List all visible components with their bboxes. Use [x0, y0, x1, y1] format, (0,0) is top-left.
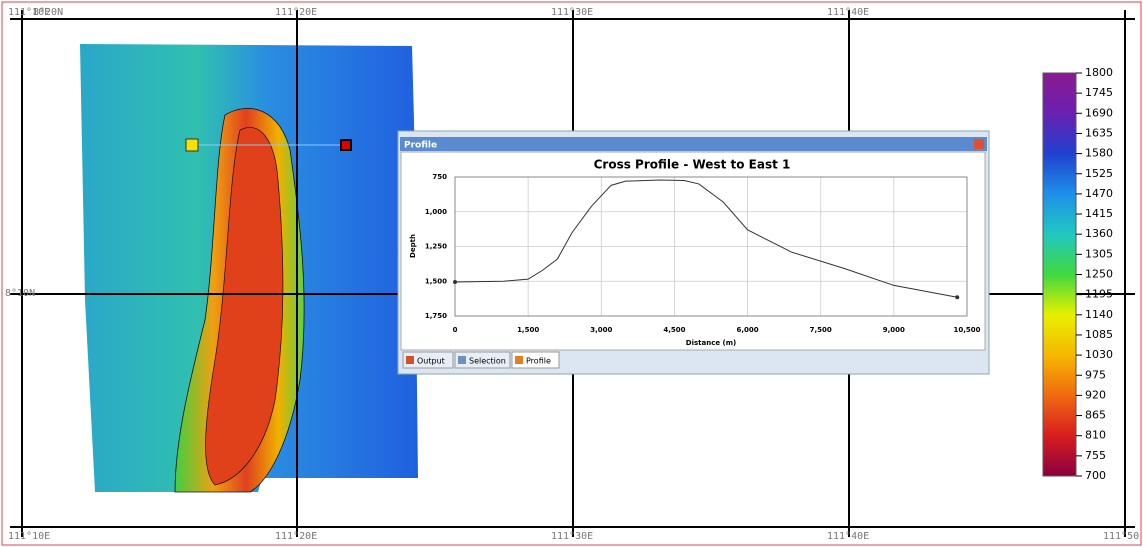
y-tick-label: 1,000: [425, 208, 447, 216]
colorbar-label: 1305: [1085, 247, 1113, 260]
x-tick-label: 3,000: [590, 326, 612, 334]
profile-start[interactable]: [185, 138, 199, 152]
x-tick-label: 10,500: [953, 326, 980, 334]
colorbar-label: 1360: [1085, 227, 1113, 240]
window-title: Profile: [404, 141, 437, 151]
colorbar-label: 810: [1085, 429, 1106, 442]
colorbar: [1042, 72, 1077, 477]
map-bottom-label: 111°50: [1103, 531, 1139, 542]
colorbar-label: 975: [1085, 368, 1106, 381]
colorbar-label: 1470: [1085, 187, 1113, 200]
colorbar-label: 755: [1085, 449, 1106, 462]
map-top-label: 111°20E: [275, 7, 317, 18]
map-top-label: 111°40E: [827, 7, 869, 18]
map-left-label: 8°10N: [5, 288, 35, 299]
endpoint: [955, 295, 960, 300]
tab-label[interactable]: Profile: [526, 357, 551, 366]
seamount-core: [205, 127, 284, 486]
tab[interactable]: [454, 351, 511, 369]
map-top-label: 111°10E: [8, 7, 50, 18]
colorbar-label: 920: [1085, 388, 1106, 401]
colorbar-label: 1415: [1085, 207, 1113, 220]
x-tick-label: 7,500: [810, 326, 832, 334]
tab-icon: [515, 356, 523, 364]
x-tick-label: 9,000: [883, 326, 905, 334]
colorbar-label: 700: [1085, 469, 1106, 482]
colorbar-label: 1635: [1085, 126, 1113, 139]
chart-area: [400, 151, 986, 351]
map-bottom-label: 111°30E: [551, 531, 593, 542]
colorbar-label: 1195: [1085, 288, 1113, 301]
map-bottom-label: 111°20E: [275, 531, 317, 542]
tab[interactable]: [402, 351, 454, 369]
x-tick-label: 0: [453, 326, 458, 334]
y-tick-label: 1,500: [425, 277, 447, 285]
x-tick-label: 6,000: [736, 326, 758, 334]
map-left-label: 8°20N: [33, 7, 63, 18]
colorbar-label: 1800: [1085, 66, 1113, 79]
chart-title: Cross Profile - West to East 1: [594, 158, 791, 172]
y-tick-label: 750: [432, 173, 447, 181]
endpoint: [453, 279, 457, 284]
map-bottom-label: 111°10E: [8, 531, 50, 542]
map-top-label: 111°30E: [551, 7, 593, 18]
y-axis-label: Depth: [409, 234, 417, 258]
tab[interactable]: [511, 351, 560, 369]
y-tick-label: 1,750: [425, 312, 447, 320]
x-tick-label: 4,500: [663, 326, 685, 334]
colorbar-label: 1580: [1085, 147, 1113, 160]
tab-icon: [458, 356, 466, 364]
map-bottom-label: 111°40E: [827, 531, 869, 542]
window-titlebar: [400, 137, 987, 151]
tab-icon: [406, 356, 414, 364]
y-tick-label: 1,250: [425, 243, 447, 251]
colorbar-label: 1745: [1085, 86, 1113, 99]
colorbar-label: 865: [1085, 409, 1106, 422]
plot-frame: [454, 176, 968, 317]
colorbar-label: 1140: [1085, 308, 1113, 321]
x-tick-label: 1,500: [517, 326, 539, 334]
colorbar-label: 1525: [1085, 167, 1113, 180]
colorbar-label: 1085: [1085, 328, 1113, 341]
tab-label[interactable]: Selection: [469, 357, 506, 366]
tab-label[interactable]: Output: [417, 357, 445, 366]
colorbar-label: 1690: [1085, 106, 1113, 119]
profile-line: [454, 179, 958, 298]
profile-end[interactable]: [340, 139, 352, 151]
close-button[interactable]: [974, 139, 984, 149]
colorbar-label: 1030: [1085, 348, 1113, 361]
x-axis-label: Distance (m): [686, 339, 736, 347]
colorbar-label: 1250: [1085, 268, 1113, 281]
